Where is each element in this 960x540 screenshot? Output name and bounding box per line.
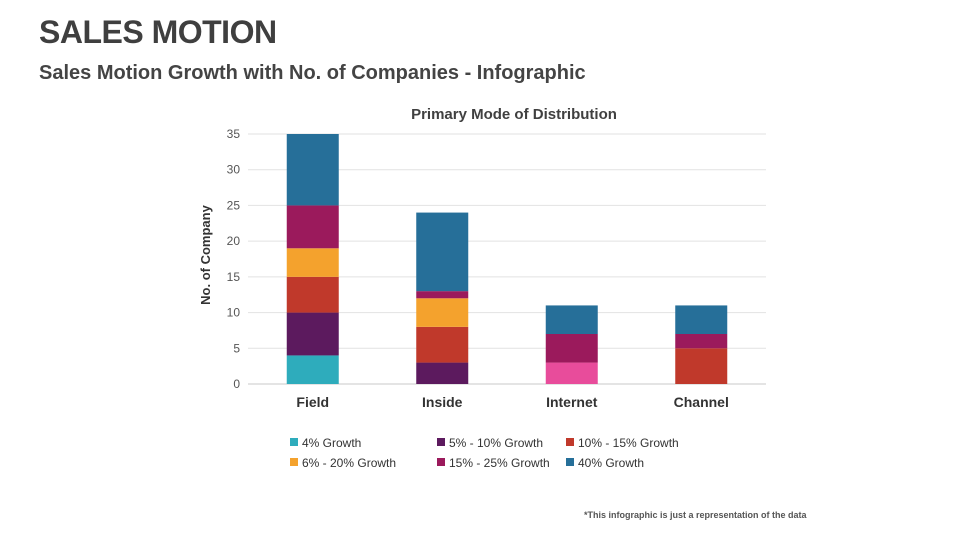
y-axis-ticks: 0 5 10 15 20 25 30 35 [227,127,241,391]
bar-segment [545,362,598,384]
legend-swatch [437,438,445,446]
category-label: Channel [674,394,729,410]
bar-segment [416,362,469,384]
y-tick-label: 25 [227,198,241,212]
legend-swatch [290,458,298,466]
chart-bars [286,134,728,384]
bar-segment [675,348,728,384]
legend-item: 15% - 25% Growth [437,456,550,470]
bar-segment [286,312,339,356]
y-tick-label: 30 [227,163,241,177]
bar-segment [286,276,339,313]
legend-label: 6% - 20% Growth [302,456,396,470]
legend-label: 15% - 25% Growth [449,456,550,470]
x-axis-categories: Field Inside Internet Channel [296,394,728,410]
bar-segment [545,334,598,363]
legend-label: 10% - 15% Growth [578,436,679,450]
legend-item: 5% - 10% Growth [437,436,543,450]
bar-segment [416,212,469,292]
legend-swatch [290,438,298,446]
category-label: Inside [422,394,463,410]
chart-legend: 4% Growth 5% - 10% Growth 10% - 15% Growth… [290,436,679,470]
bar-segment [545,305,598,334]
y-tick-label: 15 [227,270,241,284]
legend-label: 40% Growth [578,456,644,470]
legend-swatch [566,438,574,446]
slide-title: SALES MOTION [39,14,277,50]
footnote: *This infographic is just a representati… [584,510,807,520]
slide-subtitle: Sales Motion Growth with No. of Companie… [39,62,586,84]
legend-item: 6% - 20% Growth [290,456,396,470]
bar-segment [416,326,469,363]
bar-segment [286,134,339,206]
chart-title: Primary Mode of Distribution [411,106,617,123]
bar-segment [286,248,339,277]
bar-segment [675,334,728,349]
legend-swatch [566,458,574,466]
y-tick-label: 35 [227,127,241,141]
legend-item: 4% Growth [290,436,361,450]
bar-segment [416,291,469,299]
y-axis-label: No. of Company [198,204,213,304]
y-tick-label: 10 [227,306,241,320]
legend-item: 40% Growth [566,456,644,470]
y-tick-label: 20 [227,234,241,248]
bar-segment [416,298,469,327]
category-label: Internet [546,394,598,410]
bar-segment [286,205,339,249]
legend-label: 4% Growth [302,436,361,450]
legend-item: 10% - 15% Growth [566,436,679,450]
legend-swatch [437,458,445,466]
legend-label: 5% - 10% Growth [449,436,543,450]
bar-segment [286,355,339,384]
category-label: Field [296,394,329,410]
bar-segment [675,305,728,334]
y-tick-label: 5 [233,341,240,355]
y-tick-label: 0 [233,377,240,391]
